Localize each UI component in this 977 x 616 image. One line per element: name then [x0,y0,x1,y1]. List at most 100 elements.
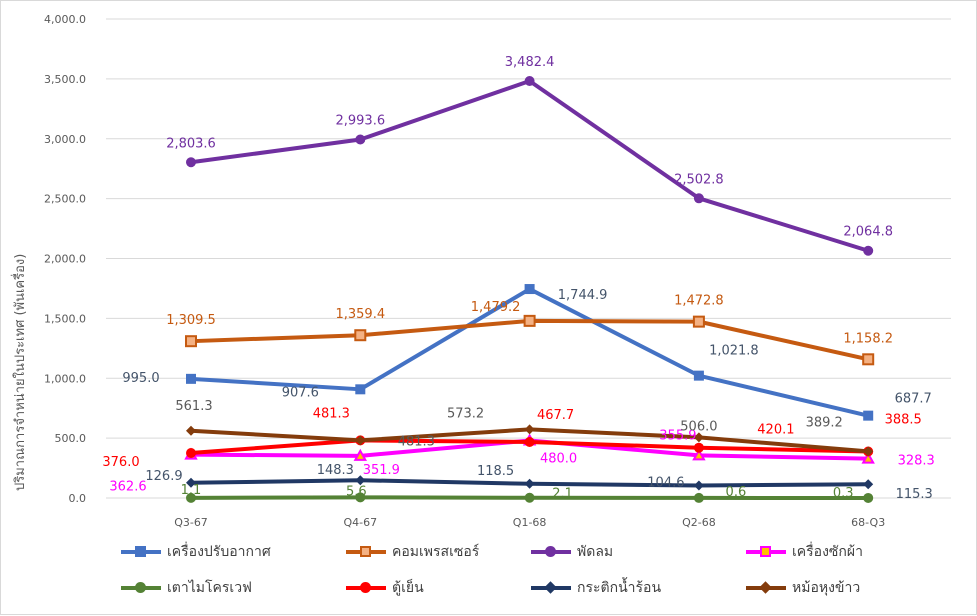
y-tick-label: 0.0 [69,492,87,505]
data-label: 2,803.6 [166,136,216,151]
data-point-marker [355,475,366,486]
data-point-marker [693,480,704,491]
data-label: 1,359.4 [335,307,385,322]
data-label: 0.6 [726,485,747,500]
legend-swatch-icon [121,545,161,559]
data-label: 480.0 [540,452,577,467]
data-label: 1,472.8 [674,294,724,309]
data-point-marker [693,370,704,381]
y-tick-label: 500.0 [55,432,87,445]
data-label: 687.7 [895,392,932,407]
data-point-marker [186,373,196,384]
legend-swatch-icon [346,545,386,559]
legend-label: เตาไมโครเวฟ [167,580,252,596]
data-label: 118.5 [477,464,514,479]
data-point-marker [524,436,535,447]
legend-item: เตาไมโครเวฟ [121,577,346,599]
y-axis-title: ปริมาณการจำหน่ายในประเทศ (พันเครื่อง) [13,253,28,491]
data-label: 328.3 [898,454,935,469]
data-label: 506.0 [680,419,717,434]
legend-item: เครื่องซักผ้า [746,541,941,563]
legend-swatch-icon [121,581,161,595]
data-label: 1,021.8 [709,344,759,359]
data-label: 376.0 [102,455,139,470]
data-point-marker [693,492,704,503]
legend-label: เครื่องซักผ้า [792,544,863,560]
legend-swatch-icon [746,545,786,559]
data-point-marker [693,442,704,453]
legend-item: กระติกน้ำร้อน [531,577,746,599]
data-label: 351.9 [363,463,400,478]
legend-swatch-icon [346,581,386,595]
legend-label: คอมเพรสเซอร์ [392,544,480,560]
data-label: 1,479.2 [471,300,521,315]
data-label: 388.5 [885,412,922,427]
data-point-marker [862,353,875,366]
y-tick-label: 4,000.0 [44,13,86,26]
data-label: 2.1 [552,487,573,502]
y-tick-label: 1,500.0 [44,312,86,325]
data-point-marker [863,492,874,503]
data-label: 2,993.6 [335,114,385,129]
data-label: 1,158.2 [843,331,893,346]
data-label: 104.6 [647,475,684,490]
legend-item: ตู้เย็น [346,577,531,599]
data-point-marker [693,432,704,443]
data-point-marker [355,435,366,446]
y-tick-label: 3,500.0 [44,73,86,86]
legend-label: กระติกน้ำร้อน [577,580,662,596]
y-tick-label: 2,000.0 [44,253,86,266]
data-label: 5.6 [346,484,367,499]
y-tick-label: 2,500.0 [44,193,86,206]
legend-label: เครื่องปรับอากาศ [167,544,271,560]
data-point-marker [354,329,367,342]
data-point-marker [524,478,535,489]
data-point-marker [186,477,196,488]
data-label: 2,502.8 [674,172,724,187]
data-point-marker [863,479,874,490]
x-tick-label: Q3-67 [174,516,208,529]
data-label: 0.3 [833,486,854,501]
legend-label: หม้อหุงข้าว [792,580,861,596]
data-label: 148.3 [317,463,354,478]
data-point-marker [524,75,535,86]
data-point-marker [355,492,366,503]
data-label: 907.6 [282,385,319,400]
legend-label: ตู้เย็น [392,580,424,596]
data-point-marker [524,492,535,503]
data-label: 467.7 [537,408,574,423]
legend: เครื่องปรับอากาศ คอมเพรสเซอร์ พัดลม เครื่อง… [121,541,941,599]
data-label: 355.9 [659,428,696,443]
data-point-marker [185,335,197,348]
data-label: 561.3 [175,399,212,414]
data-point-marker [863,446,874,457]
data-point-marker [692,315,705,328]
legend-item: หม้อหุงข้าว [746,577,941,599]
legend-swatch-icon [531,581,571,595]
legend-swatch-icon [746,581,786,595]
data-point-marker [863,245,874,256]
y-tick-label: 1,000.0 [44,372,86,385]
data-point-marker [186,425,196,436]
data-label: 573.2 [447,406,484,421]
data-point-marker [353,448,367,461]
data-point-marker [863,410,874,421]
legend-swatch-icon [531,545,571,559]
data-point-marker [524,424,535,435]
data-point-marker [355,384,366,395]
legend-item: พัดลม [531,541,746,563]
data-point-marker [524,284,535,295]
x-tick-label: Q1-68 [513,516,547,529]
data-point-marker [186,157,196,168]
data-point-marker [692,448,706,461]
data-label: 126.9 [145,469,182,484]
data-label: 1,744.9 [558,288,608,303]
data-label: 481.3 [398,434,435,449]
data-point-marker [355,134,366,145]
data-label: 362.6 [109,480,146,495]
legend-item: เครื่องปรับอากาศ [121,541,346,563]
x-tick-label: Q2-68 [682,516,716,529]
data-label: 2,064.8 [843,225,893,240]
data-point-marker [186,447,196,458]
